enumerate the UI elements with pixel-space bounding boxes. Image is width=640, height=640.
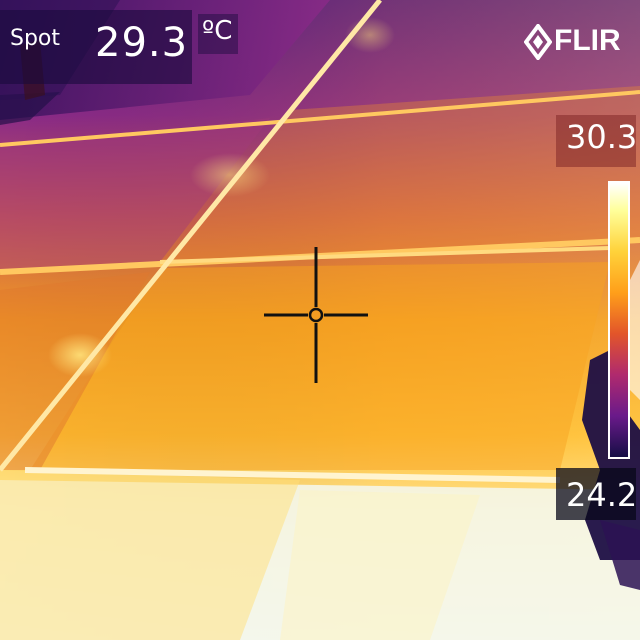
temperature-scale-bar	[608, 181, 630, 459]
crosshair-icon	[264, 247, 368, 383]
logo-text: FLIR	[554, 24, 621, 57]
flir-logo-icon	[524, 24, 552, 60]
spot-label: Spot	[10, 26, 61, 51]
spot-readout-panel	[0, 10, 192, 84]
unit-panel	[198, 14, 238, 54]
temperature-unit: ºC	[202, 16, 233, 46]
scale-min-value: 24.2	[566, 476, 638, 514]
scale-max-value: 30.3	[566, 118, 638, 156]
scale-min-panel	[556, 468, 636, 520]
scale-max-panel	[556, 115, 636, 167]
spot-temperature-value: 29.3	[95, 20, 189, 66]
